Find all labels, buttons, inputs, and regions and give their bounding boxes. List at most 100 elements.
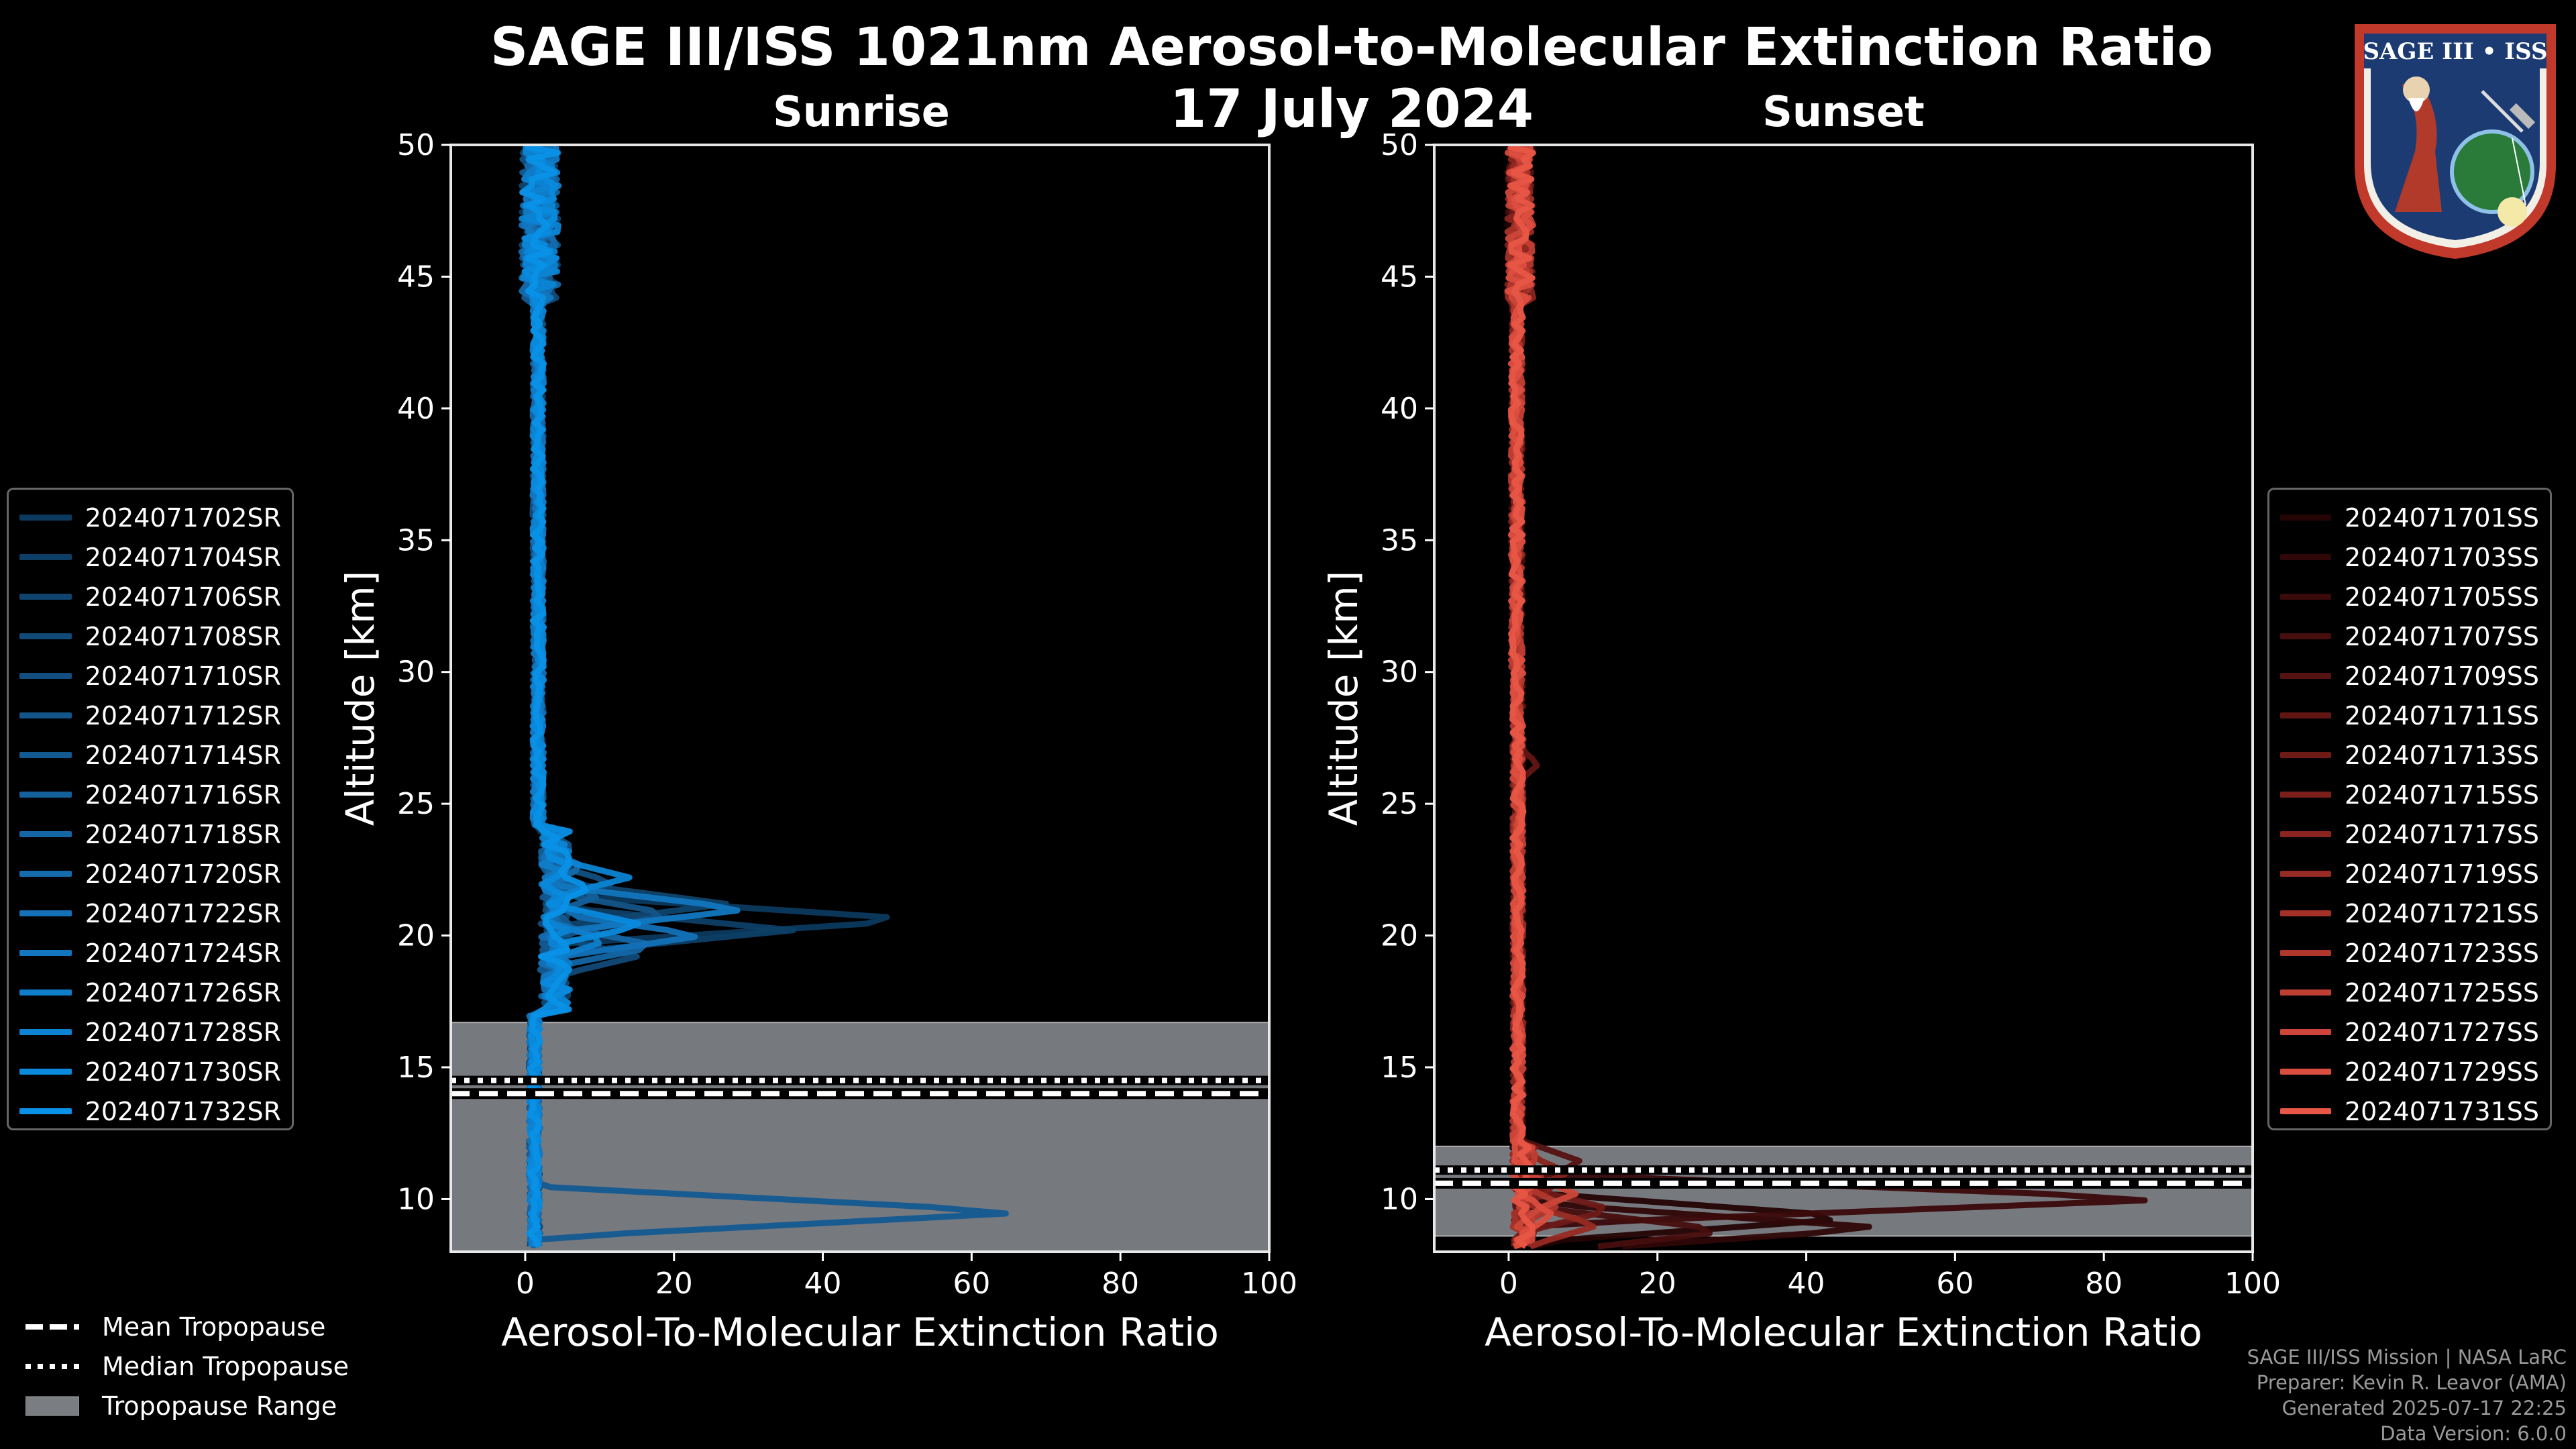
legend-item-2024071719SS: 2024071719SS: [2280, 854, 2539, 894]
legend-swatch: [19, 871, 72, 877]
sunset-plot-area: [1434, 145, 2253, 1252]
sunset-xlabel: Aerosol-To-Molecular Extinction Ratio: [1485, 1309, 2202, 1355]
sunset-ytick-label: 40: [1381, 392, 1418, 426]
legend-label: 2024071725SS: [2344, 977, 2539, 1008]
sunrise-ytick-label: 35: [397, 523, 435, 557]
legend-label: 2024071707SS: [2344, 621, 2539, 651]
sunset-panel-title: Sunset: [1762, 87, 1925, 136]
legend-item-2024071703SS: 2024071703SS: [2280, 537, 2539, 577]
legend-swatch: [2280, 752, 2331, 758]
sunset-xtick-label: 20: [1639, 1267, 1676, 1301]
sunset-ytick-label: 15: [1381, 1051, 1418, 1085]
legend-swatch: [19, 831, 72, 837]
credit-mission: SAGE III/ISS Mission | NASA LaRC: [2247, 1346, 2567, 1368]
sunrise-xtick-label: 80: [1102, 1267, 1139, 1301]
legend-label: 2024071708SR: [85, 621, 281, 651]
sunrise-legend: 2024071702SR 2024071704SR 2024071706SR 2024…: [7, 488, 294, 1130]
sunrise-xtick-label: 20: [655, 1267, 693, 1301]
legend-label: 2024071710SR: [85, 661, 281, 691]
tropopause-legend: Mean Tropopause Median Tropopause Tropop…: [25, 1307, 349, 1426]
legend-label: 2024071732SR: [85, 1096, 281, 1126]
median-tropopause-legend-item: Median Tropopause: [25, 1346, 349, 1386]
sunset-profile-2024071731SS: [1507, 143, 1536, 1249]
legend-label: 2024071713SS: [2344, 740, 2539, 770]
sunset-plot: 0 20 40 60 80 100 10 15 20 25 30 35 40 45 50 Aerosol-To…: [1321, 128, 2281, 1355]
credit-preparer: Preparer: Kevin R. Leavor (AMA): [2256, 1371, 2567, 1394]
sunrise-frame: [449, 144, 1271, 1253]
legend-swatch: [2280, 871, 2331, 877]
credit-generated: Generated 2025-07-17 22:25: [2282, 1397, 2567, 1419]
sunrise-panel-title: Sunrise: [773, 87, 950, 136]
legend-label: 2024071720SR: [85, 859, 281, 889]
legend-label: 2024071714SR: [85, 740, 281, 770]
legend-swatch: [19, 712, 72, 718]
legend-label: 2024071706SR: [85, 582, 281, 612]
legend-swatch: [2280, 673, 2331, 679]
legend-label: 2024071729SS: [2344, 1057, 2539, 1087]
legend-item-2024071706SR: 2024071706SR: [19, 577, 281, 616]
legend-item-2024071730SR: 2024071730SR: [19, 1052, 281, 1091]
sunrise-xtick-label: 40: [804, 1267, 842, 1301]
sunrise-ytick-label: 40: [397, 392, 435, 426]
legend-label: 2024071712SR: [85, 700, 281, 731]
chart-title: SAGE III/ISS 1021nm Aerosol-to-Molecular…: [490, 17, 2213, 78]
legend-swatch: [2280, 1029, 2331, 1035]
legend-item-2024071709SS: 2024071709SS: [2280, 656, 2539, 696]
legend-label: 2024071709SS: [2344, 661, 2539, 691]
legend-label: 2024071704SR: [85, 542, 281, 572]
sunset-ytick-label: 45: [1381, 260, 1418, 294]
legend-swatch: [2280, 910, 2331, 916]
legend-swatch: [2280, 792, 2331, 798]
legend-item-2024071701SS: 2024071701SS: [2280, 498, 2539, 537]
legend-item-2024071727SS: 2024071727SS: [2280, 1012, 2539, 1052]
mean-tropopause-label: Mean Tropopause: [102, 1311, 326, 1342]
sage-mission-badge-icon: SAGE III • ISS: [2355, 24, 2556, 259]
legend-label: 2024071724SR: [85, 938, 281, 968]
legend-label: 2024071711SS: [2344, 700, 2539, 731]
legend-item-2024071731SS: 2024071731SS: [2280, 1091, 2539, 1131]
sunset-xtick-label: 100: [2224, 1267, 2281, 1301]
sunrise-xlabel: Aerosol-To-Molecular Extinction Ratio: [501, 1309, 1219, 1355]
sunrise-xtick-label: 60: [953, 1267, 990, 1301]
legend-item-2024071722SR: 2024071722SR: [19, 894, 281, 933]
legend-label: 2024071705SS: [2344, 582, 2539, 612]
legend-label: 2024071716SR: [85, 780, 281, 810]
sunset-ytick-label: 25: [1381, 787, 1418, 821]
sunset-xtick-label: 40: [1788, 1267, 1825, 1301]
legend-label: 2024071731SS: [2344, 1096, 2539, 1126]
sunrise-ytick-label: 50: [397, 128, 435, 162]
sunrise-ytick-label: 30: [397, 655, 435, 690]
legend-swatch: [19, 515, 72, 521]
legend-label: 2024071730SR: [85, 1057, 281, 1087]
legend-swatch: [19, 1029, 72, 1035]
sunrise-ytick-label: 10: [397, 1182, 435, 1216]
legend-swatch: [2280, 515, 2331, 521]
credit-version: Data Version: 6.0.0: [2380, 1422, 2567, 1445]
legend-label: 2024071717SS: [2344, 819, 2539, 849]
legend-item-2024071717SS: 2024071717SS: [2280, 814, 2539, 854]
legend-swatch: [2280, 554, 2331, 560]
legend-item-2024071705SS: 2024071705SS: [2280, 577, 2539, 616]
sunrise-tropopause-range: [450, 1022, 1270, 1252]
chart-date: 17 July 2024: [1169, 79, 1534, 140]
sunrise-xtick-label: 100: [1241, 1267, 1297, 1301]
sunrise-ytick-label: 20: [397, 919, 435, 953]
sunset-ytick-label: 20: [1381, 919, 1418, 953]
sunrise-profile-2024071732SR: [519, 143, 589, 1248]
legend-label: 2024071726SR: [85, 977, 281, 1008]
sunrise-ytick-label: 25: [397, 787, 435, 821]
sunrise-plot: 0 20 40 60 80 100 10 15 20 25 30 35 40 45 50 Aerosol-To…: [337, 128, 1297, 1355]
legend-swatch: [19, 633, 72, 639]
legend-item-2024071708SR: 2024071708SR: [19, 616, 281, 656]
legend-item-2024071720SR: 2024071720SR: [19, 854, 281, 894]
legend-label: 2024071701SS: [2344, 502, 2539, 533]
legend-item-2024071702SR: 2024071702SR: [19, 498, 281, 537]
sunrise-ytick-label: 45: [397, 260, 435, 294]
legend-swatch: [19, 989, 72, 996]
legend-label: 2024071719SS: [2344, 859, 2539, 889]
sunset-ytick-label: 10: [1381, 1182, 1418, 1216]
legend-swatch: [19, 792, 72, 798]
sunset-frame: [1433, 144, 2254, 1253]
sunset-xtick-label: 80: [2085, 1267, 2123, 1301]
